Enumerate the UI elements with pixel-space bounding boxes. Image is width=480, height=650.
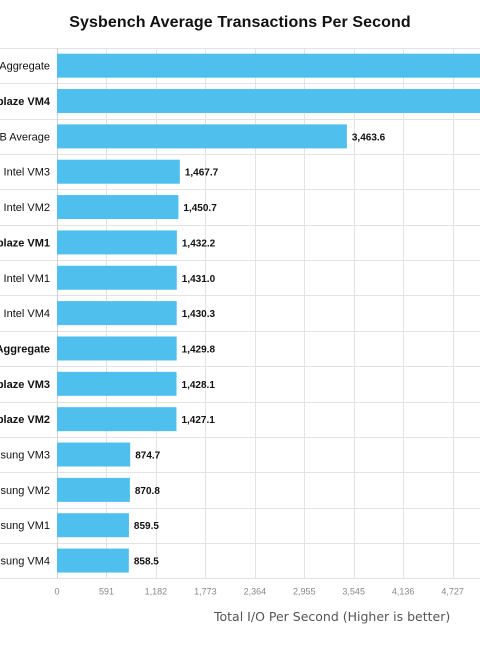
category-label: blaze VM1 [0,237,50,249]
x-tick-label: 4,136 [392,586,415,596]
category-labels: Aggregate blaze VM4 TB Average Intel VM3 Int… [0,61,51,568]
bar [57,301,177,326]
bar [57,230,177,255]
value-label: 1,431.0 [182,274,216,285]
category-label: nsung VM4 [0,556,50,568]
value-labels: 3,463.6 1,467.7 1,450.7 1,432.2 1,431.0 1,430… [134,132,386,567]
category-label: nsung VM1 [0,520,50,532]
category-label: nsung VM3 [0,450,50,462]
value-label: 3,463.6 [352,132,386,143]
category-label: Intel VM4 [4,308,50,320]
category-label: TB Average [0,131,50,143]
value-label: 1,450.7 [183,203,217,214]
bar [57,407,177,432]
bar [57,89,480,114]
category-label: nsung VM2 [0,485,50,497]
bar [57,371,177,396]
category-label: Intel VM3 [4,167,50,179]
category-label: Intel VM2 [4,202,50,214]
value-label: 870.8 [135,486,160,497]
category-label: blaze VM4 [0,96,51,108]
x-tick-label: 1,182 [145,586,168,596]
bar [57,159,180,184]
value-label: 1,429.8 [182,344,216,355]
value-label: 1,430.3 [182,309,216,320]
value-label: 1,432.2 [182,238,216,249]
bar [57,442,131,467]
value-label: 1,428.1 [182,380,216,391]
bar [57,513,129,538]
x-tick-label: 1,773 [194,586,217,596]
x-tick-labels: 0 591 1,182 1,773 2,364 2,955 3,545 4,136 4,727 [54,586,463,596]
value-label: 858.5 [134,557,159,568]
x-tick-label: 2,955 [293,586,316,596]
bar [57,265,177,290]
category-label: Intel VM1 [4,273,50,285]
value-label: 1,467.7 [185,168,219,179]
category-label: blaze VM2 [0,414,50,426]
x-tick-label: 2,364 [244,586,267,596]
x-tick-label: 3,545 [342,586,365,596]
grid-lines [0,48,480,579]
category-label: Aggregate [0,61,50,73]
value-label: 859.5 [134,521,159,532]
value-label: 1,427.1 [181,415,215,426]
bar [57,53,480,78]
bars [57,53,480,573]
bar [57,548,129,573]
x-tick-label: 591 [99,586,114,596]
x-tick-label: 0 [54,586,59,596]
category-label: blaze VM3 [0,379,50,391]
bar [57,336,177,361]
value-label: 874.7 [135,451,160,462]
category-label: Aggregate [0,343,50,355]
x-tick-label: 4,727 [441,586,464,596]
bar [57,477,130,502]
chart-title: Sysbench Average Transactions Per Second [69,14,411,31]
bar [57,195,179,220]
bar [57,124,347,149]
x-axis-label: Total I/O Per Second (Higher is better) [214,609,451,624]
